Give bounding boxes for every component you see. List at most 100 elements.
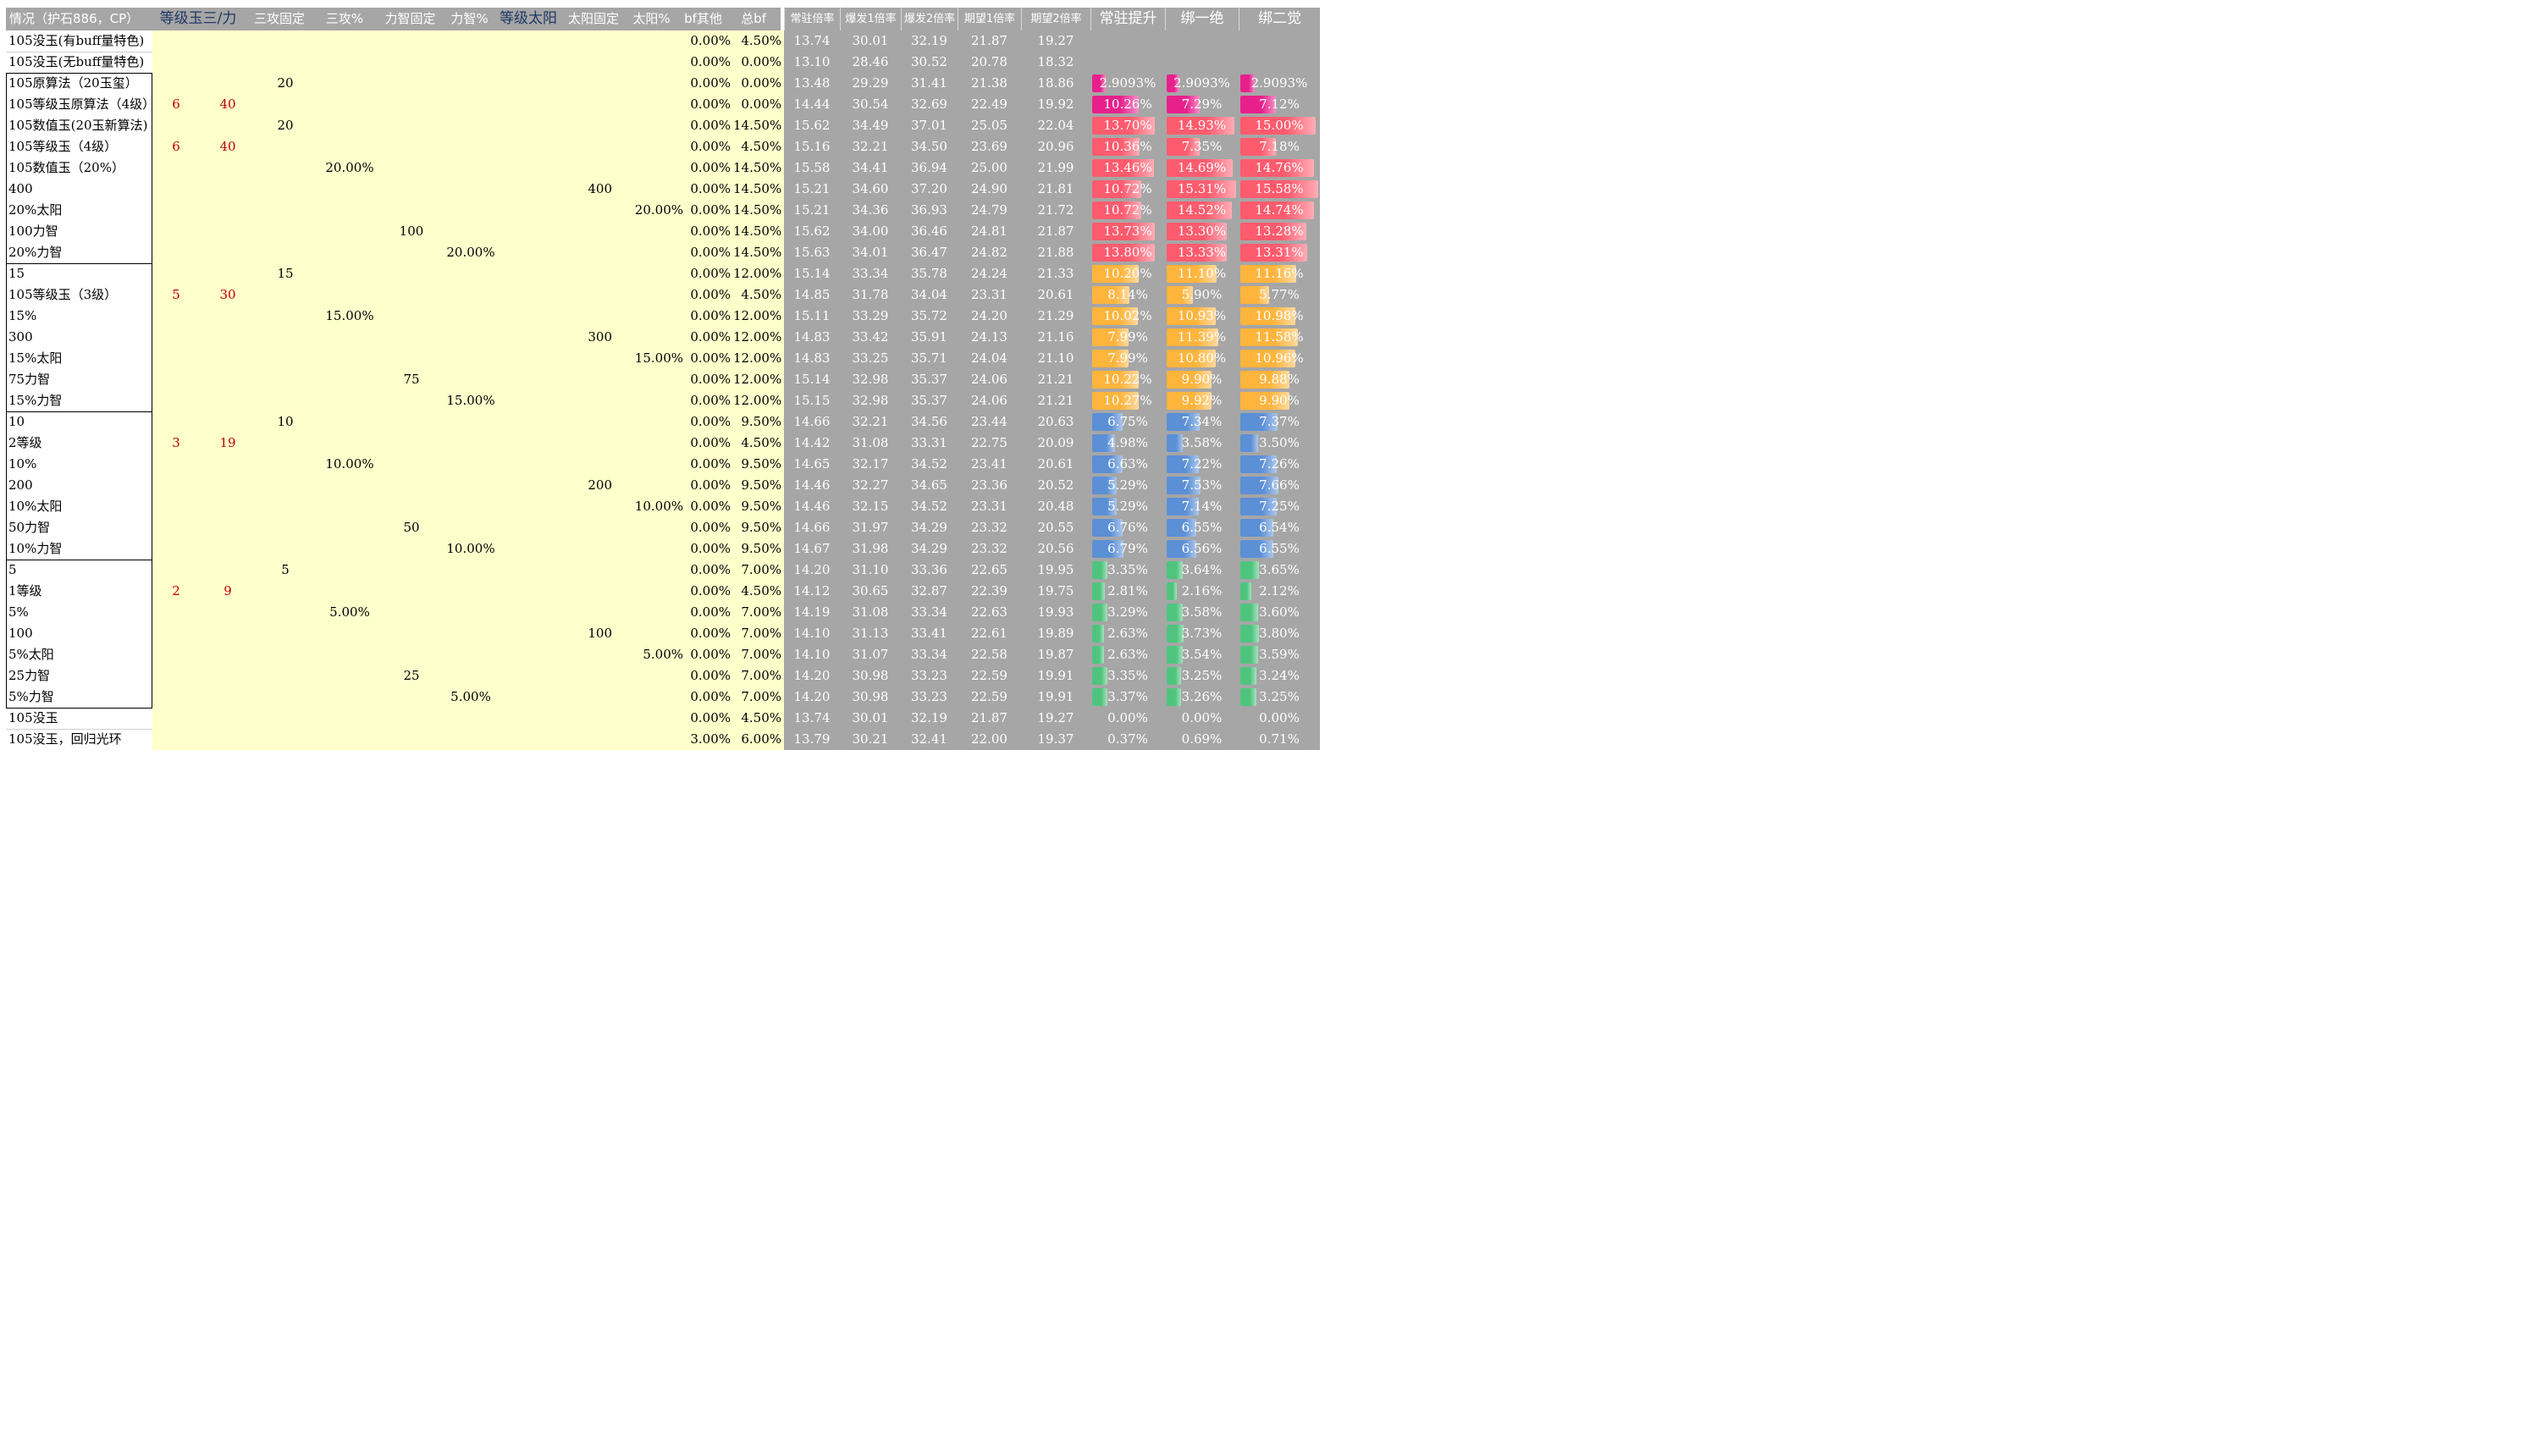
- bind-2-cell[interactable]: 3.60%: [1239, 602, 1320, 623]
- level-gem-cell[interactable]: [152, 263, 200, 284]
- exp2-mult-cell[interactable]: 20.55: [1021, 517, 1090, 538]
- atk-pct-cell[interactable]: [315, 284, 384, 306]
- base-gain-cell[interactable]: 10.26%: [1090, 94, 1165, 115]
- bind-1-cell[interactable]: 13.30%: [1165, 221, 1239, 242]
- sun-fixed-cell[interactable]: 400: [588, 181, 612, 196]
- bind-1-cell[interactable]: 11.10%: [1165, 263, 1239, 284]
- burst2-mult-cell[interactable]: 34.65: [901, 475, 958, 496]
- situation-cell[interactable]: 105没玉，回归光环: [6, 729, 152, 750]
- sun-fixed-cell[interactable]: [493, 538, 615, 560]
- bf-other-cell[interactable]: 0.00%: [690, 118, 731, 133]
- level-gem-atk-cell[interactable]: [200, 30, 256, 52]
- bind-1-cell[interactable]: 10.80%: [1165, 348, 1239, 369]
- bind-2-cell[interactable]: 14.74%: [1239, 200, 1320, 221]
- exp1-mult-cell[interactable]: 22.59: [958, 687, 1021, 708]
- exp1-mult-cell[interactable]: 25.00: [958, 157, 1021, 179]
- burst1-mult-cell[interactable]: 31.10: [840, 560, 901, 581]
- level-gem-atk-cell[interactable]: [200, 242, 256, 263]
- base-mult-cell[interactable]: 14.83: [784, 348, 840, 369]
- level-gem-atk-cell[interactable]: [200, 560, 256, 581]
- base-gain-cell[interactable]: 10.02%: [1090, 306, 1165, 327]
- stat-fixed-cell[interactable]: 50: [403, 520, 420, 535]
- situation-cell[interactable]: 10: [6, 411, 152, 433]
- exp1-mult-cell[interactable]: 25.05: [958, 115, 1021, 136]
- level-gem-atk-cell[interactable]: [200, 73, 256, 94]
- sun-fixed-cell[interactable]: 100: [588, 626, 612, 641]
- sun-fixed-cell[interactable]: [493, 665, 615, 687]
- total-bf-cell[interactable]: 12.00%: [733, 350, 782, 366]
- sun-fixed-cell[interactable]: [493, 73, 615, 94]
- sun-fixed-cell[interactable]: [493, 306, 615, 327]
- level-gem-cell[interactable]: [152, 560, 200, 581]
- bind-2-cell[interactable]: 7.12%: [1239, 94, 1320, 115]
- burst2-mult-cell[interactable]: 35.37: [901, 369, 958, 390]
- burst2-mult-cell[interactable]: 33.23: [901, 665, 958, 687]
- bf-other-cell[interactable]: 0.00%: [690, 223, 731, 239]
- burst1-mult-cell[interactable]: 33.42: [840, 327, 901, 348]
- total-bf-cell[interactable]: 9.50%: [741, 414, 781, 429]
- atk-pct-cell[interactable]: [315, 560, 384, 581]
- base-mult-cell[interactable]: 14.46: [784, 496, 840, 517]
- bind-1-cell[interactable]: 7.34%: [1165, 411, 1239, 433]
- level-gem-atk-cell[interactable]: 40: [219, 97, 236, 112]
- sun-fixed-cell[interactable]: 300: [588, 329, 612, 345]
- level-gem-cell[interactable]: [152, 517, 200, 538]
- base-gain-cell[interactable]: 2.81%: [1090, 581, 1165, 602]
- atk-pct-cell[interactable]: 20.00%: [325, 160, 374, 175]
- bind-1-cell[interactable]: 14.93%: [1165, 115, 1239, 136]
- sun-pct-cell[interactable]: [615, 538, 686, 560]
- bind-1-cell[interactable]: 2.9093%: [1165, 73, 1239, 94]
- base-mult-cell[interactable]: 15.62: [784, 221, 840, 242]
- stat-fixed-cell[interactable]: [384, 411, 439, 433]
- sun-pct-cell[interactable]: [615, 475, 686, 496]
- bind-2-cell[interactable]: 13.31%: [1239, 242, 1320, 263]
- burst1-mult-cell[interactable]: 31.08: [840, 433, 901, 454]
- atk-pct-cell[interactable]: 15.00%: [325, 308, 374, 323]
- exp1-mult-cell[interactable]: 24.13: [958, 327, 1021, 348]
- exp1-mult-cell[interactable]: 24.06: [958, 390, 1021, 411]
- atk-pct-cell[interactable]: 10.00%: [325, 456, 374, 472]
- burst1-mult-cell[interactable]: 33.25: [840, 348, 901, 369]
- bind-1-cell[interactable]: [1165, 30, 1239, 52]
- burst2-mult-cell[interactable]: 33.23: [901, 687, 958, 708]
- stat-fixed-cell[interactable]: [384, 581, 439, 602]
- bind-2-cell[interactable]: 7.25%: [1239, 496, 1320, 517]
- atk-pct-cell[interactable]: [315, 411, 384, 433]
- bind-2-cell[interactable]: 3.65%: [1239, 560, 1320, 581]
- burst2-mult-cell[interactable]: 34.52: [901, 454, 958, 475]
- atk-fixed-cell[interactable]: [256, 52, 315, 73]
- situation-cell[interactable]: 10%力智: [6, 538, 152, 560]
- burst1-mult-cell[interactable]: 32.27: [840, 475, 901, 496]
- burst2-mult-cell[interactable]: 35.37: [901, 390, 958, 411]
- bind-1-cell[interactable]: 3.25%: [1165, 665, 1239, 687]
- base-gain-cell[interactable]: 8.14%: [1090, 284, 1165, 306]
- atk-pct-cell[interactable]: [315, 200, 384, 221]
- atk-pct-cell[interactable]: 5.00%: [329, 604, 370, 620]
- level-gem-atk-cell[interactable]: [200, 390, 256, 411]
- exp1-mult-cell[interactable]: 23.36: [958, 475, 1021, 496]
- situation-cell[interactable]: 75力智: [6, 369, 152, 390]
- level-gem-atk-cell[interactable]: [200, 369, 256, 390]
- base-mult-cell[interactable]: 15.14: [784, 263, 840, 284]
- bf-other-cell[interactable]: 0.00%: [690, 97, 731, 112]
- burst1-mult-cell[interactable]: 34.01: [840, 242, 901, 263]
- sun-pct-cell[interactable]: [615, 369, 686, 390]
- stat-fixed-cell[interactable]: [384, 644, 439, 665]
- sun-pct-cell[interactable]: [615, 30, 686, 52]
- sun-pct-cell[interactable]: [615, 708, 686, 729]
- bind-1-cell[interactable]: 9.90%: [1165, 369, 1239, 390]
- sun-pct-cell[interactable]: [615, 602, 686, 623]
- base-gain-cell[interactable]: 13.80%: [1090, 242, 1165, 263]
- stat-fixed-cell[interactable]: [384, 348, 439, 369]
- sun-pct-cell[interactable]: [615, 390, 686, 411]
- bf-other-cell[interactable]: 0.00%: [690, 710, 731, 725]
- total-bf-cell[interactable]: 4.50%: [741, 435, 781, 450]
- atk-fixed-cell[interactable]: [256, 602, 315, 623]
- total-bf-cell[interactable]: 0.00%: [741, 54, 781, 69]
- level-gem-atk-cell[interactable]: [200, 496, 256, 517]
- stat-fixed-cell[interactable]: [384, 200, 439, 221]
- exp1-mult-cell[interactable]: 23.31: [958, 496, 1021, 517]
- base-mult-cell[interactable]: 14.19: [784, 602, 840, 623]
- bind-1-cell[interactable]: 13.33%: [1165, 242, 1239, 263]
- burst1-mult-cell[interactable]: 32.15: [840, 496, 901, 517]
